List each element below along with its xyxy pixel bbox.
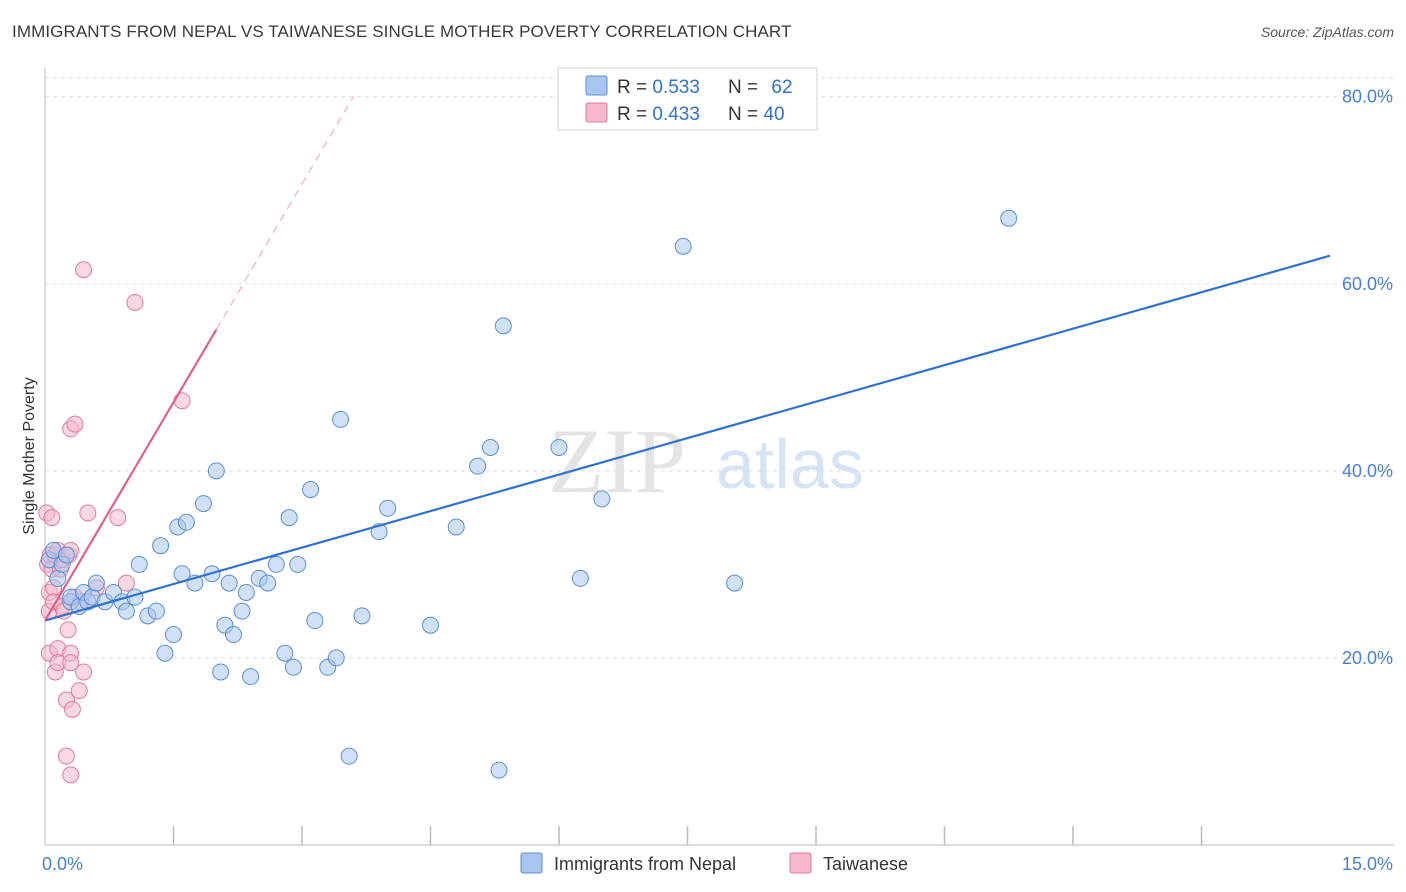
point-nepal-2 (49, 569, 67, 587)
point-nepal-4 (57, 546, 75, 564)
watermark-zip: ZIP (548, 410, 686, 512)
point-taiwanese-28 (63, 700, 81, 718)
bottom-legend-label-nepal: Immigrants from Nepal (554, 854, 736, 874)
point-nepal-32 (220, 574, 238, 592)
point-nepal-55 (469, 457, 487, 475)
point-nepal-62 (674, 237, 692, 255)
point-taiwanese-39 (126, 293, 144, 311)
legend-r-value-taiwanese: 0.433 (652, 104, 700, 125)
point-taiwanese-20 (57, 747, 75, 765)
trend-lines (44, 96, 1331, 622)
point-taiwanese-26 (62, 766, 80, 784)
svg-text:R = 0.533: R = 0.533 (617, 77, 700, 98)
svg-text:R = 0.433: R = 0.433 (617, 104, 700, 125)
point-nepal-53 (422, 616, 439, 634)
point-nepal-40 (276, 644, 294, 662)
bottom-legend-swatch-nepal (520, 852, 543, 874)
point-nepal-61 (593, 490, 611, 508)
axes (44, 68, 1394, 846)
x-tick-label-0: 0.0% (42, 854, 83, 874)
point-nepal-52 (379, 499, 397, 517)
point-nepal-39 (267, 555, 285, 573)
series-legend: Immigrants from Nepal Taiwanese (520, 852, 908, 874)
point-nepal-56 (481, 438, 499, 456)
point-nepal-20 (152, 537, 170, 555)
point-nepal-60 (571, 569, 589, 587)
x-tick-label-1: 15.0% (1342, 854, 1393, 874)
point-nepal-36 (242, 668, 260, 686)
point-nepal-29 (207, 462, 225, 480)
grid-lines (45, 77, 1394, 659)
source-credit: Source: ZipAtlas.com (1260, 24, 1394, 40)
point-taiwanese-29 (66, 415, 84, 433)
legend-r-label-taiwanese: R = (617, 104, 652, 125)
svg-text:N = 62: N = 62 (728, 77, 793, 98)
legend-n-label-nepal: N = (728, 77, 763, 98)
y-tick-label-2: 60.0% (1342, 274, 1393, 294)
legend-n-value-nepal: 62 (771, 77, 792, 98)
y-tick-label-0: 20.0% (1342, 648, 1393, 668)
point-nepal-27 (194, 495, 212, 513)
point-nepal-25 (177, 513, 195, 531)
trend-line-taiwanese-extension (215, 96, 354, 330)
series-immigrants-from-nepal (40, 209, 1018, 779)
point-taiwanese-21 (59, 621, 77, 639)
point-taiwanese-33 (75, 261, 93, 279)
legend-n-label-taiwanese: N = (728, 104, 763, 125)
bottom-legend-swatch-taiwanese (789, 852, 812, 874)
point-nepal-58 (494, 317, 512, 335)
point-taiwanese-38 (117, 574, 135, 592)
point-taiwanese-7 (43, 509, 61, 527)
tick-labels: 20.0% 40.0% 60.0% 80.0% 0.0% 15.0% (42, 87, 1393, 874)
point-nepal-49 (340, 747, 358, 765)
point-nepal-19 (147, 602, 165, 620)
series-taiwanese (38, 261, 191, 784)
legend-r-label-nepal: R = (617, 77, 652, 98)
point-nepal-11 (87, 574, 105, 592)
point-nepal-22 (165, 626, 182, 644)
y-tick-label-1: 40.0% (1342, 461, 1393, 481)
point-nepal-42 (284, 658, 302, 676)
point-nepal-38 (259, 574, 277, 592)
stats-legend: R = 0.533 N = 62 R = 0.433 N = 40 (557, 67, 818, 131)
point-taiwanese-31 (70, 682, 88, 700)
chart-title: IMMIGRANTS FROM NEPAL VS TAIWANESE SINGL… (12, 22, 792, 41)
legend-n-value-taiwanese: 40 (763, 104, 784, 125)
svg-text:N = 40: N = 40 (728, 104, 785, 125)
trend-line-taiwanese (44, 328, 218, 622)
point-nepal-47 (327, 649, 345, 667)
point-nepal-34 (233, 602, 251, 620)
point-nepal-21 (156, 644, 174, 662)
point-nepal-41 (280, 509, 298, 527)
point-nepal-63 (726, 574, 744, 592)
bottom-legend-label-taiwanese: Taiwanese (823, 854, 908, 874)
point-nepal-33 (224, 626, 242, 644)
point-taiwanese-25 (62, 654, 80, 672)
legend-swatch-nepal (585, 75, 608, 96)
trend-line-nepal (44, 254, 1331, 622)
y-tick-label-3: 80.0% (1342, 87, 1393, 107)
y-axis-label: Single Mother Poverty (21, 377, 38, 534)
point-nepal-30 (212, 663, 230, 681)
point-nepal-59 (550, 438, 568, 456)
point-nepal-48 (332, 410, 350, 428)
point-nepal-45 (306, 612, 324, 630)
point-nepal-54 (447, 518, 465, 536)
point-taiwanese-35 (79, 504, 97, 522)
point-nepal-43 (289, 555, 307, 573)
point-taiwanese-34 (75, 663, 93, 681)
point-nepal-15 (117, 602, 135, 620)
point-nepal-16 (130, 555, 148, 573)
point-nepal-64 (1000, 209, 1018, 227)
point-nepal-57 (490, 761, 508, 779)
point-taiwanese-37 (109, 509, 127, 527)
legend-swatch-taiwanese (585, 102, 608, 123)
point-nepal-35 (237, 583, 255, 601)
legend-r-value-nepal: 0.533 (652, 77, 700, 98)
point-nepal-50 (353, 607, 371, 625)
watermark-atlas: atlas (716, 425, 864, 503)
point-nepal-44 (302, 481, 320, 499)
